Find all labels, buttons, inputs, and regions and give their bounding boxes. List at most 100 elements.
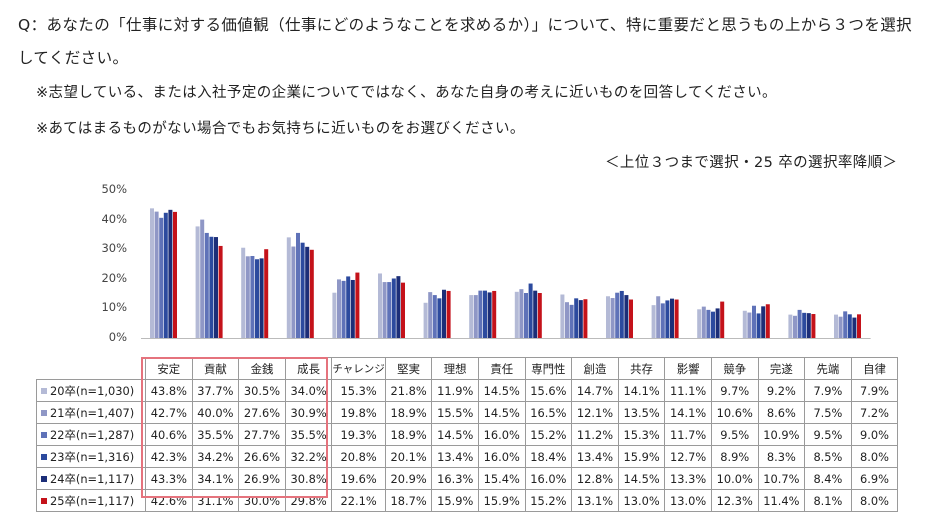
data-label: 9.5%	[804, 423, 852, 446]
category-label: チャレンジ	[331, 357, 386, 380]
data-label: 20.8%	[331, 445, 386, 468]
bar	[200, 219, 205, 338]
data-label: 11.7%	[664, 423, 712, 446]
category-label: 影響	[664, 357, 712, 380]
bar	[286, 237, 291, 338]
bar	[720, 301, 725, 338]
data-label: 15.3%	[617, 423, 666, 446]
bar	[296, 232, 300, 338]
table-row: 22卒(n=1,287) 40.6% 35.5% 27.7% 35.5% 19.3% 18.…	[36, 423, 899, 446]
bar	[610, 298, 615, 338]
bar	[387, 282, 392, 338]
data-label: 11.2%	[571, 423, 619, 446]
bar	[245, 256, 250, 338]
bar	[391, 278, 396, 338]
bar	[483, 290, 487, 338]
series-legend: 25卒(n=1,117)	[36, 489, 146, 512]
y-tick-label: 20%	[101, 270, 127, 285]
bar	[742, 310, 747, 338]
category-label: 成長	[284, 357, 333, 380]
y-tick-label: 10%	[101, 300, 127, 315]
data-label: 14.5%	[477, 401, 526, 424]
bar	[834, 314, 838, 338]
bar	[524, 293, 528, 338]
legend-swatch	[41, 387, 47, 394]
data-label: 8.3%	[757, 445, 806, 468]
bar	[565, 302, 569, 338]
bar	[857, 314, 861, 338]
bar	[355, 272, 360, 338]
data-label: 13.0%	[664, 489, 712, 512]
data-label: 30.9%	[284, 401, 333, 424]
data-label: 43.8%	[145, 379, 193, 402]
bar	[793, 315, 797, 338]
data-label: 32.2%	[284, 445, 333, 468]
data-label: 11.1%	[664, 379, 712, 402]
data-label: 8.9%	[710, 445, 759, 468]
bar	[765, 304, 770, 338]
bar	[487, 292, 492, 338]
data-label: 8.4%	[804, 467, 852, 490]
data-label: 42.3%	[145, 445, 193, 468]
data-label: 40.6%	[145, 423, 193, 446]
bar	[159, 217, 164, 338]
data-label: 13.5%	[617, 401, 666, 424]
bar	[788, 314, 793, 338]
data-label: 21.8%	[384, 379, 433, 402]
series-legend: 24卒(n=1,117)	[36, 467, 146, 490]
data-label: 9.2%	[757, 379, 806, 402]
data-label: 12.3%	[710, 489, 759, 512]
data-label: 30.5%	[238, 379, 286, 402]
bar	[843, 311, 848, 338]
data-label: 26.6%	[238, 445, 286, 468]
legend-swatch	[41, 475, 47, 482]
data-label: 14.7%	[571, 379, 619, 402]
bar	[214, 237, 218, 338]
table-row: 20卒(n=1,030) 43.8% 37.7% 30.5% 34.0% 15.3% 21.…	[36, 379, 899, 402]
category-label: 安定	[145, 357, 193, 380]
data-label: 7.9%	[804, 379, 852, 402]
data-label: 18.9%	[384, 423, 433, 446]
data-label: 34.0%	[284, 379, 333, 402]
data-label: 12.7%	[664, 445, 712, 468]
bar	[624, 295, 629, 338]
bar	[255, 259, 259, 338]
bar	[583, 299, 588, 338]
bar	[711, 311, 715, 338]
bar	[615, 292, 620, 338]
series-legend: 20卒(n=1,030)	[36, 379, 146, 402]
bar	[670, 298, 674, 338]
bar	[606, 296, 610, 338]
bar	[300, 242, 305, 338]
bar	[437, 298, 442, 338]
data-label: 18.7%	[384, 489, 433, 512]
bar	[838, 316, 843, 338]
data-label: 15.9%	[477, 489, 526, 512]
bar	[715, 308, 720, 338]
data-label: 16.5%	[524, 401, 573, 424]
data-label: 14.5%	[431, 423, 479, 446]
bar	[514, 291, 519, 338]
bar	[204, 232, 209, 338]
data-label: 16.3%	[431, 467, 479, 490]
data-label: 43.3%	[145, 467, 193, 490]
data-label: 16.0%	[524, 467, 573, 490]
bar	[150, 208, 154, 338]
bar	[469, 295, 474, 338]
bar	[756, 313, 761, 338]
bar	[218, 245, 223, 338]
data-label: 13.1%	[571, 489, 619, 512]
data-label: 15.4%	[477, 467, 526, 490]
selection-note: ＜上位３つまで選択・25 卒の選択率降順＞	[605, 155, 898, 171]
bar	[209, 236, 214, 338]
data-label: 40.0%	[191, 401, 240, 424]
data-label: 14.1%	[617, 379, 666, 402]
data-label: 30.8%	[284, 467, 333, 490]
bar	[446, 290, 451, 338]
legend-swatch	[41, 409, 47, 416]
data-label: 11.9%	[431, 379, 479, 402]
table-row: 21卒(n=1,407) 42.7% 40.0% 27.6% 30.9% 19.8% 18.…	[36, 401, 899, 424]
data-label: 18.9%	[384, 401, 433, 424]
bar	[852, 317, 857, 338]
bar	[264, 249, 269, 338]
